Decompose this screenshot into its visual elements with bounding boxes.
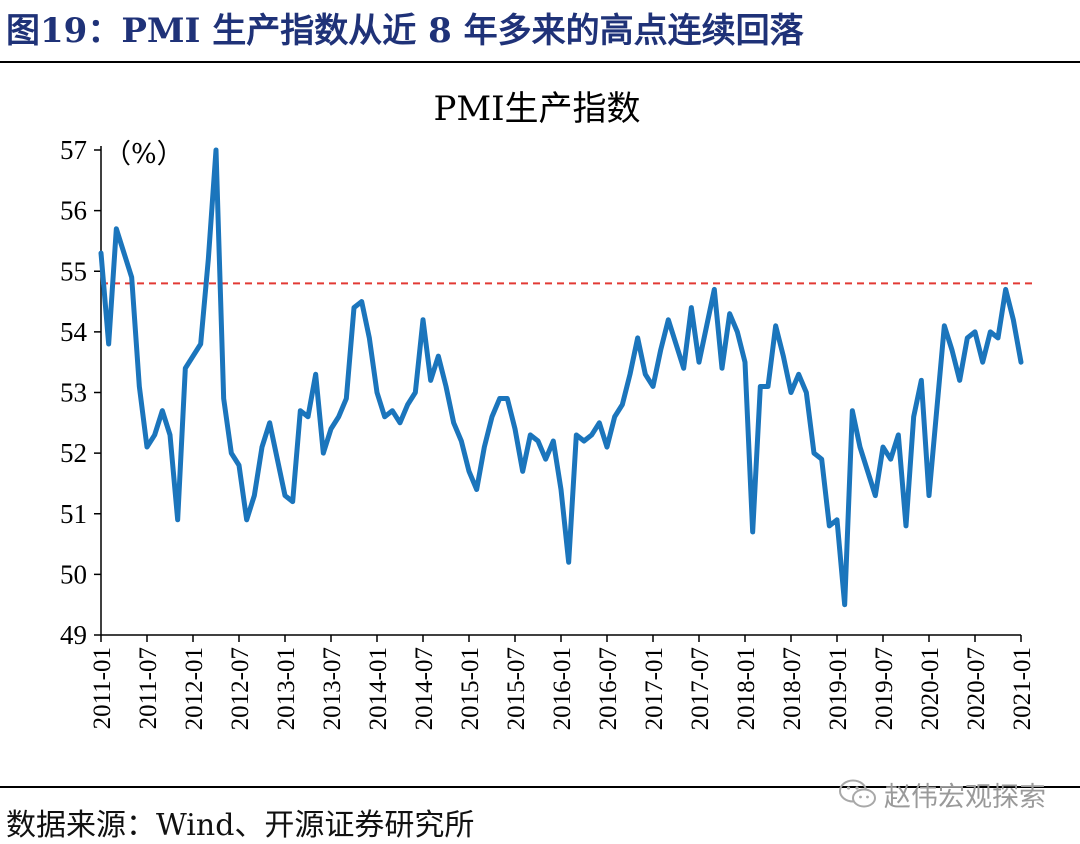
watermark-text: 赵伟宏观探索 [884,775,1046,814]
x-tick-label: 2018-07 [779,647,806,730]
pmi-production-series-line [101,150,1021,605]
y-axis-unit-label: （%） [104,139,184,170]
y-tick-label: 56 [60,196,87,226]
y-tick-label: 51 [60,499,87,529]
x-tick-label: 2016-01 [549,647,576,730]
x-tick-label: 2017-01 [641,647,668,730]
top-rule [0,61,1080,63]
y-tick-label: 50 [60,559,87,589]
x-tick-label: 2015-01 [457,647,484,730]
x-tick-label: 2019-01 [825,647,852,730]
x-tick-label: 2018-01 [733,647,760,730]
x-tick-label: 2014-01 [365,647,392,730]
x-tick-label: 2011-01 [89,647,116,729]
x-tick-label: 2021-01 [1009,647,1036,730]
y-tick-label: 57 [60,135,87,165]
x-tick-label: 2011-07 [135,647,162,729]
data-source-note: 数据来源：Wind、开源证券研究所 [6,800,474,844]
x-tick-label: 2020-07 [963,647,990,730]
y-axis-ticks: 49 50 51 52 53 54 55 56 57 [60,135,101,650]
watermark: 赵伟宏观探索 [838,776,1046,812]
y-tick-label: 53 [60,378,87,408]
x-tick-label: 2017-07 [687,647,714,730]
chart-title: PMI生产指数 [433,89,640,129]
series-points [101,150,1021,605]
x-tick-label: 2013-01 [273,647,300,730]
x-tick-label: 2019-07 [871,647,898,730]
x-tick-label: 2013-07 [319,647,346,730]
chart-axes [101,146,1021,635]
y-tick-label: 52 [60,438,87,468]
x-axis-ticks: 2011-01 2011-07 2012-01 2012-07 2013-01 2013-… [89,635,1036,730]
x-tick-label: 2014-07 [411,647,438,730]
x-tick-label: 2015-07 [503,647,530,730]
x-tick-label: 2020-01 [917,647,944,730]
wechat-icon [838,778,878,810]
x-tick-label: 2012-07 [227,647,254,730]
x-tick-label: 2016-07 [595,647,622,730]
y-tick-label: 55 [60,256,87,286]
figure-title: 图19：PMI 生产指数从近 8 年多来的高点连续回落 [6,6,804,56]
y-tick-label: 54 [60,317,88,347]
y-tick-label: 49 [60,620,87,650]
x-tick-label: 2012-01 [181,647,208,730]
